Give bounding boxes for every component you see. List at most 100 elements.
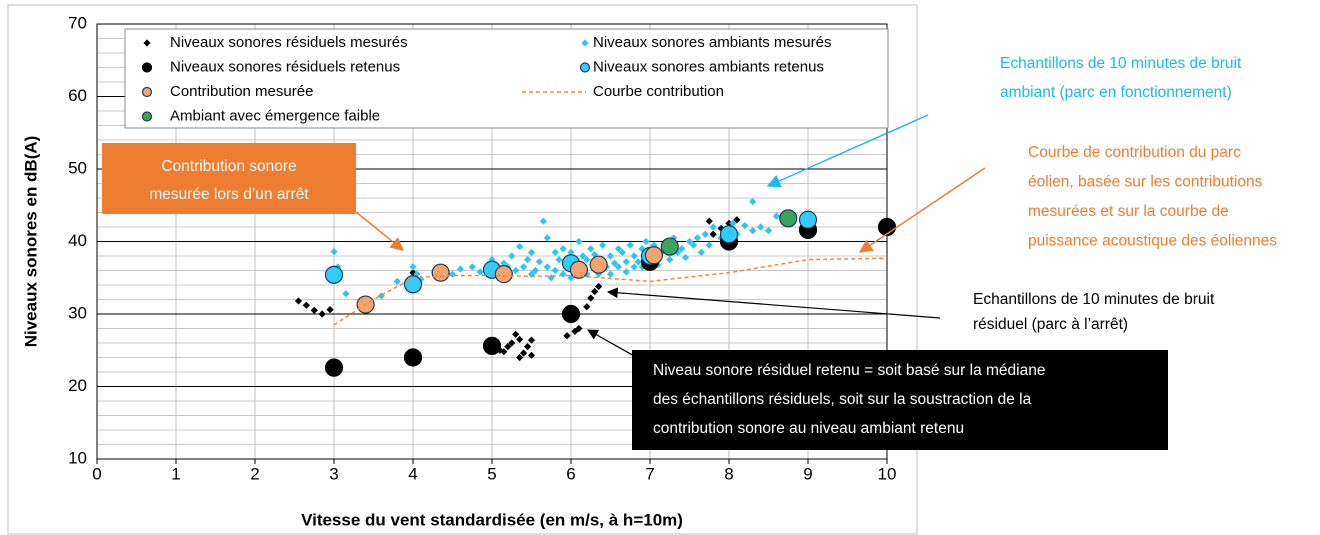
x-tick-label: 10 xyxy=(878,464,897,483)
point xyxy=(772,212,780,220)
point xyxy=(610,259,619,267)
x-tick-label: 5 xyxy=(487,464,496,483)
annotation-text: contribution sonore au niveau ambiant re… xyxy=(653,420,964,437)
point xyxy=(482,336,502,355)
point xyxy=(527,351,536,359)
point xyxy=(527,336,536,344)
point xyxy=(324,358,344,377)
point xyxy=(705,241,713,249)
point xyxy=(638,245,646,253)
plot-frame xyxy=(96,23,888,460)
point xyxy=(520,263,528,271)
point xyxy=(403,348,423,367)
point xyxy=(660,237,679,256)
point xyxy=(516,242,524,251)
point xyxy=(697,248,705,256)
annotation-text: mesurées et sur la courbe de xyxy=(1028,203,1229,220)
point xyxy=(674,248,682,256)
point xyxy=(579,252,587,260)
annotation-text: éolien, basée sur les contributions xyxy=(1028,174,1263,191)
annotation-box xyxy=(632,350,1168,450)
legend-swatch xyxy=(141,62,153,73)
plot xyxy=(294,198,897,377)
point xyxy=(512,266,520,275)
point xyxy=(877,217,897,237)
point xyxy=(294,297,303,305)
point xyxy=(757,223,765,231)
arrow xyxy=(355,211,405,251)
legend-label: Contribution mesurée xyxy=(170,83,313,100)
annotation-text: puissance acoustique des éoliennes xyxy=(1028,233,1277,250)
point xyxy=(575,324,583,333)
y-tick-label: 70 xyxy=(68,13,87,32)
x-tick-label: 2 xyxy=(250,464,259,483)
point xyxy=(494,265,513,284)
point xyxy=(729,219,737,227)
annotation-text: Courbe de contribution du parc xyxy=(1028,144,1241,161)
point xyxy=(591,287,599,296)
annotation-text: Contribution sonore xyxy=(161,158,296,175)
point xyxy=(302,301,310,309)
point xyxy=(622,258,630,266)
point xyxy=(591,250,599,259)
legend: Niveaux sonores résiduels mesurés Niveaux… xyxy=(141,34,831,124)
point xyxy=(555,256,563,264)
point xyxy=(741,221,749,230)
point xyxy=(448,270,457,278)
point xyxy=(630,263,638,271)
point xyxy=(709,223,717,231)
chart-frame xyxy=(7,4,918,535)
x-tick-label: 4 xyxy=(408,464,417,483)
point xyxy=(575,237,583,246)
legend-label: Niveaux sonores ambiants mesurés xyxy=(593,34,831,51)
point xyxy=(543,263,551,271)
annotations: Echantillons de 10 minutes de bruit ambia… xyxy=(149,55,1277,437)
point xyxy=(504,343,512,351)
y-tick-label: 60 xyxy=(68,86,87,105)
point xyxy=(559,245,567,253)
point xyxy=(318,310,326,318)
legend-label: Niveaux sonores ambiants retenus xyxy=(593,58,824,75)
point xyxy=(630,252,638,260)
point xyxy=(330,248,338,256)
legend-label: Niveaux sonores résiduels retenus xyxy=(170,58,400,75)
point xyxy=(681,253,690,262)
point xyxy=(520,349,528,357)
y-tick-label: 50 xyxy=(68,158,87,177)
arrow xyxy=(587,329,653,367)
point xyxy=(523,256,532,264)
annotation-text: Niveau sonore résiduel retenu = soit bas… xyxy=(653,362,1045,379)
point xyxy=(543,234,551,242)
point xyxy=(614,263,622,271)
point xyxy=(583,303,591,311)
point xyxy=(622,268,630,276)
point xyxy=(324,265,344,284)
point xyxy=(500,259,508,267)
y-axis-title: Niveaux sonores en dB(A) xyxy=(21,136,40,348)
point xyxy=(559,270,567,278)
point xyxy=(551,248,559,256)
x-tick-label: 0 xyxy=(92,464,101,483)
point xyxy=(468,263,476,271)
point xyxy=(583,256,591,264)
point xyxy=(614,245,622,253)
legend-label: Niveaux sonores résiduels mesurés xyxy=(170,34,408,51)
annotation-text: résiduel (parc à l’arrêt) xyxy=(973,316,1128,333)
x-tick-label: 3 xyxy=(329,464,338,483)
point xyxy=(618,248,626,256)
point xyxy=(798,210,818,229)
annotation-text: Echantillons de 10 minutes de bruit xyxy=(973,291,1215,308)
point xyxy=(693,234,701,242)
point xyxy=(779,209,798,228)
point xyxy=(595,282,603,291)
point xyxy=(678,245,686,253)
y-tick-label: 10 xyxy=(68,448,87,467)
x-tick-label: 1 xyxy=(171,464,180,483)
point xyxy=(599,241,607,249)
annotation-text: Echantillons de 10 minutes de bruit xyxy=(1000,55,1242,72)
point xyxy=(512,330,520,338)
point xyxy=(417,275,425,283)
point xyxy=(516,353,524,362)
point xyxy=(717,224,725,233)
